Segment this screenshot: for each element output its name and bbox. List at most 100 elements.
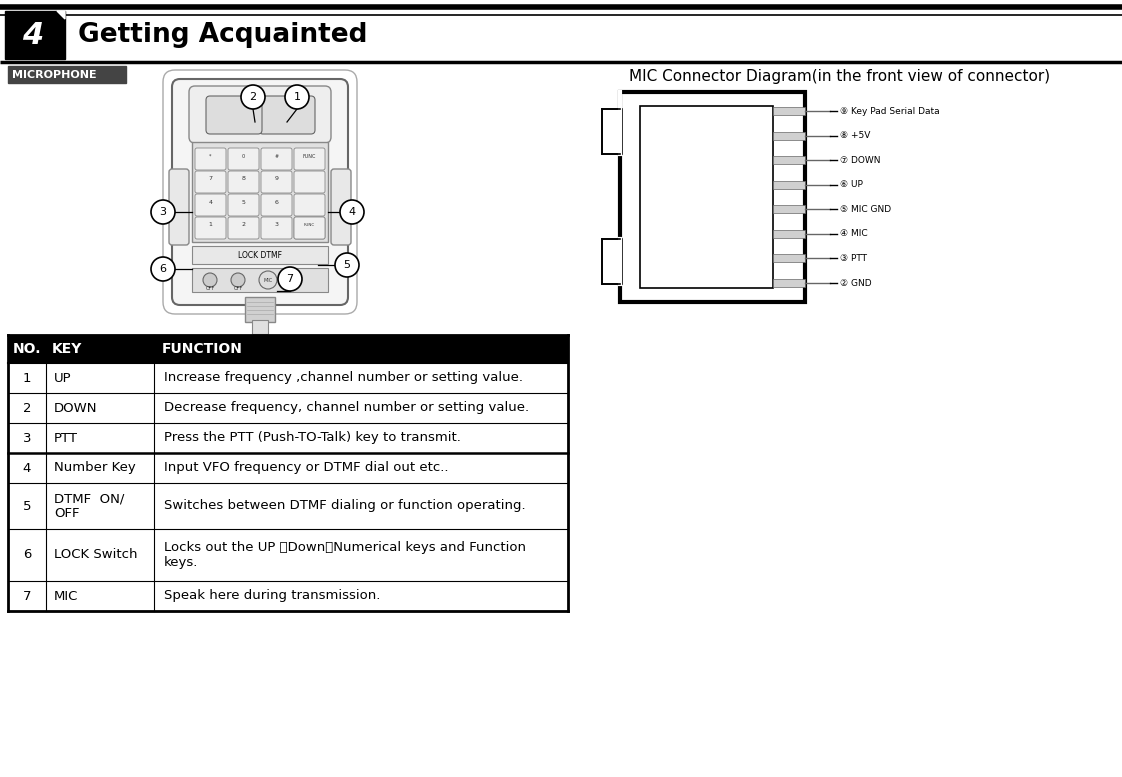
Polygon shape — [57, 11, 65, 19]
Text: MIC: MIC — [54, 590, 79, 602]
Text: Decrease frequency, channel number or setting value.: Decrease frequency, channel number or se… — [164, 402, 530, 414]
FancyBboxPatch shape — [228, 217, 259, 239]
FancyBboxPatch shape — [172, 79, 348, 305]
FancyBboxPatch shape — [294, 148, 325, 170]
FancyBboxPatch shape — [228, 148, 259, 170]
Text: ⑥ UP: ⑥ UP — [840, 180, 863, 190]
Text: 6: 6 — [275, 200, 278, 204]
FancyBboxPatch shape — [294, 217, 325, 239]
FancyBboxPatch shape — [169, 169, 188, 245]
FancyBboxPatch shape — [261, 194, 292, 216]
Text: MICROPHONE: MICROPHONE — [12, 69, 96, 79]
Text: 4: 4 — [349, 207, 356, 217]
Bar — [620, 92, 804, 302]
Text: Press the PTT (Push-TO-Talk) key to transmit.: Press the PTT (Push-TO-Talk) key to tran… — [164, 431, 461, 444]
Text: OFF: OFF — [205, 287, 214, 291]
Text: 5: 5 — [343, 260, 350, 270]
FancyBboxPatch shape — [259, 96, 315, 134]
FancyBboxPatch shape — [188, 86, 331, 143]
Text: ② GND: ② GND — [840, 278, 872, 287]
Text: FUNC: FUNC — [304, 223, 315, 227]
FancyBboxPatch shape — [206, 96, 263, 134]
Text: ⑤ MIC GND: ⑤ MIC GND — [840, 205, 891, 214]
Bar — [192, 142, 328, 242]
Text: 8: 8 — [241, 176, 246, 182]
Text: Number Key: Number Key — [54, 462, 136, 475]
Text: 9: 9 — [275, 176, 278, 182]
Circle shape — [203, 273, 217, 287]
Bar — [773, 181, 804, 189]
Text: 0: 0 — [242, 154, 245, 159]
Text: Input VFO frequency or DTMF dial out etc..: Input VFO frequency or DTMF dial out etc… — [164, 462, 449, 475]
Text: Speak here during transmission.: Speak here during transmission. — [164, 590, 380, 602]
Bar — [773, 107, 804, 115]
Circle shape — [335, 253, 359, 277]
Text: KEY: KEY — [52, 342, 82, 356]
Text: 2: 2 — [249, 92, 257, 102]
Text: NO.: NO. — [12, 342, 42, 356]
Text: 2: 2 — [22, 402, 31, 414]
Text: 2: 2 — [241, 222, 246, 228]
Text: UP: UP — [54, 371, 72, 385]
Bar — [773, 131, 804, 140]
FancyBboxPatch shape — [163, 70, 357, 314]
Text: MIC: MIC — [264, 277, 273, 283]
Circle shape — [231, 273, 245, 287]
FancyBboxPatch shape — [294, 171, 325, 193]
FancyBboxPatch shape — [195, 171, 226, 193]
Text: Switches between DTMF dialing or function operating.: Switches between DTMF dialing or functio… — [164, 500, 525, 513]
Circle shape — [340, 200, 364, 224]
Text: Increase frequency ,channel number or setting value.: Increase frequency ,channel number or se… — [164, 371, 523, 385]
Text: ⑦ DOWN: ⑦ DOWN — [840, 155, 881, 165]
Text: 7: 7 — [209, 176, 212, 182]
FancyBboxPatch shape — [331, 169, 351, 245]
Text: LOCK DTMF: LOCK DTMF — [238, 250, 282, 260]
Circle shape — [151, 200, 175, 224]
Bar — [8, 423, 568, 453]
Text: 1: 1 — [22, 371, 31, 385]
Text: 1: 1 — [209, 222, 212, 228]
Text: 5: 5 — [22, 500, 31, 513]
Circle shape — [241, 85, 265, 109]
Bar — [8, 363, 568, 393]
Bar — [252, 320, 268, 334]
Bar — [8, 393, 568, 423]
Text: ③ PTT: ③ PTT — [840, 254, 867, 263]
FancyBboxPatch shape — [261, 217, 292, 239]
Text: #: # — [275, 154, 278, 159]
FancyBboxPatch shape — [294, 217, 325, 239]
Bar — [4, 11, 65, 59]
Text: LOCK Switch: LOCK Switch — [54, 549, 138, 562]
Text: 4: 4 — [209, 200, 212, 204]
Bar — [245, 297, 275, 322]
FancyBboxPatch shape — [294, 194, 325, 216]
Text: FUNCTION: FUNCTION — [162, 342, 242, 356]
Bar — [8, 529, 568, 581]
Text: ④ MIC: ④ MIC — [840, 229, 867, 239]
Bar — [773, 156, 804, 164]
Bar — [773, 230, 804, 238]
Text: ⑨ Key Pad Serial Data: ⑨ Key Pad Serial Data — [840, 106, 939, 116]
Text: DTMF  ON/
OFF: DTMF ON/ OFF — [54, 492, 125, 520]
Text: 1: 1 — [294, 92, 301, 102]
Text: 4: 4 — [22, 462, 31, 475]
Bar — [192, 246, 328, 264]
Bar — [773, 279, 804, 287]
Text: FUNC: FUNC — [303, 154, 316, 159]
Circle shape — [285, 85, 309, 109]
Text: ⑧ +5V: ⑧ +5V — [840, 131, 871, 140]
Text: 3: 3 — [22, 431, 31, 444]
Text: 3: 3 — [275, 222, 278, 228]
Text: *: * — [209, 154, 212, 159]
Circle shape — [278, 267, 302, 291]
FancyBboxPatch shape — [195, 194, 226, 216]
Text: MIC Connector Diagram(in the front view of connector): MIC Connector Diagram(in the front view … — [629, 69, 1050, 85]
FancyBboxPatch shape — [228, 171, 259, 193]
Text: Locks out the UP 、Down、Numerical keys and Function
keys.: Locks out the UP 、Down、Numerical keys an… — [164, 541, 526, 569]
Circle shape — [259, 271, 277, 289]
Bar — [773, 254, 804, 263]
Bar — [8, 483, 568, 529]
Bar — [8, 335, 568, 363]
Bar — [8, 66, 126, 83]
Text: 7: 7 — [286, 274, 294, 284]
